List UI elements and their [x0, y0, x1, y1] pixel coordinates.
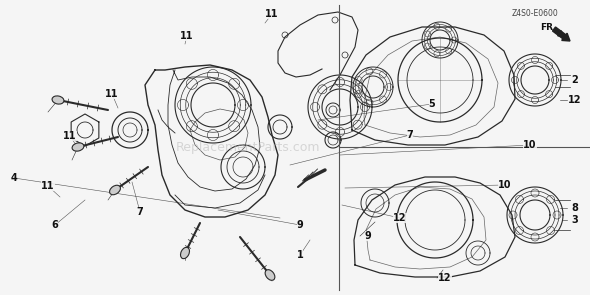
Text: 9: 9	[297, 220, 303, 230]
Ellipse shape	[181, 247, 189, 259]
Text: 12: 12	[568, 95, 582, 105]
Ellipse shape	[52, 96, 64, 104]
Text: ReplacementParts.com: ReplacementParts.com	[176, 141, 320, 154]
Text: 11: 11	[181, 31, 194, 41]
Text: 9: 9	[365, 231, 371, 241]
FancyArrow shape	[552, 27, 570, 41]
Ellipse shape	[265, 270, 275, 280]
Text: 11: 11	[41, 181, 55, 191]
Text: 3: 3	[572, 215, 578, 225]
Text: 7: 7	[137, 207, 143, 217]
Text: 11: 11	[266, 9, 278, 19]
Text: FR.: FR.	[540, 22, 556, 32]
Text: 11: 11	[63, 131, 77, 141]
Text: 6: 6	[52, 220, 58, 230]
Text: 4: 4	[11, 173, 17, 183]
Ellipse shape	[72, 143, 84, 151]
Text: 5: 5	[428, 99, 435, 109]
Text: Z4S0-E0600: Z4S0-E0600	[512, 9, 558, 17]
Text: 10: 10	[498, 180, 512, 190]
Text: 8: 8	[572, 203, 578, 213]
Text: 12: 12	[438, 273, 452, 283]
Text: 2: 2	[572, 75, 578, 85]
Text: 12: 12	[394, 213, 407, 223]
Text: 11: 11	[105, 89, 119, 99]
Text: 1: 1	[297, 250, 303, 260]
Ellipse shape	[110, 185, 120, 195]
Text: 7: 7	[407, 130, 414, 140]
Text: 10: 10	[523, 140, 537, 150]
